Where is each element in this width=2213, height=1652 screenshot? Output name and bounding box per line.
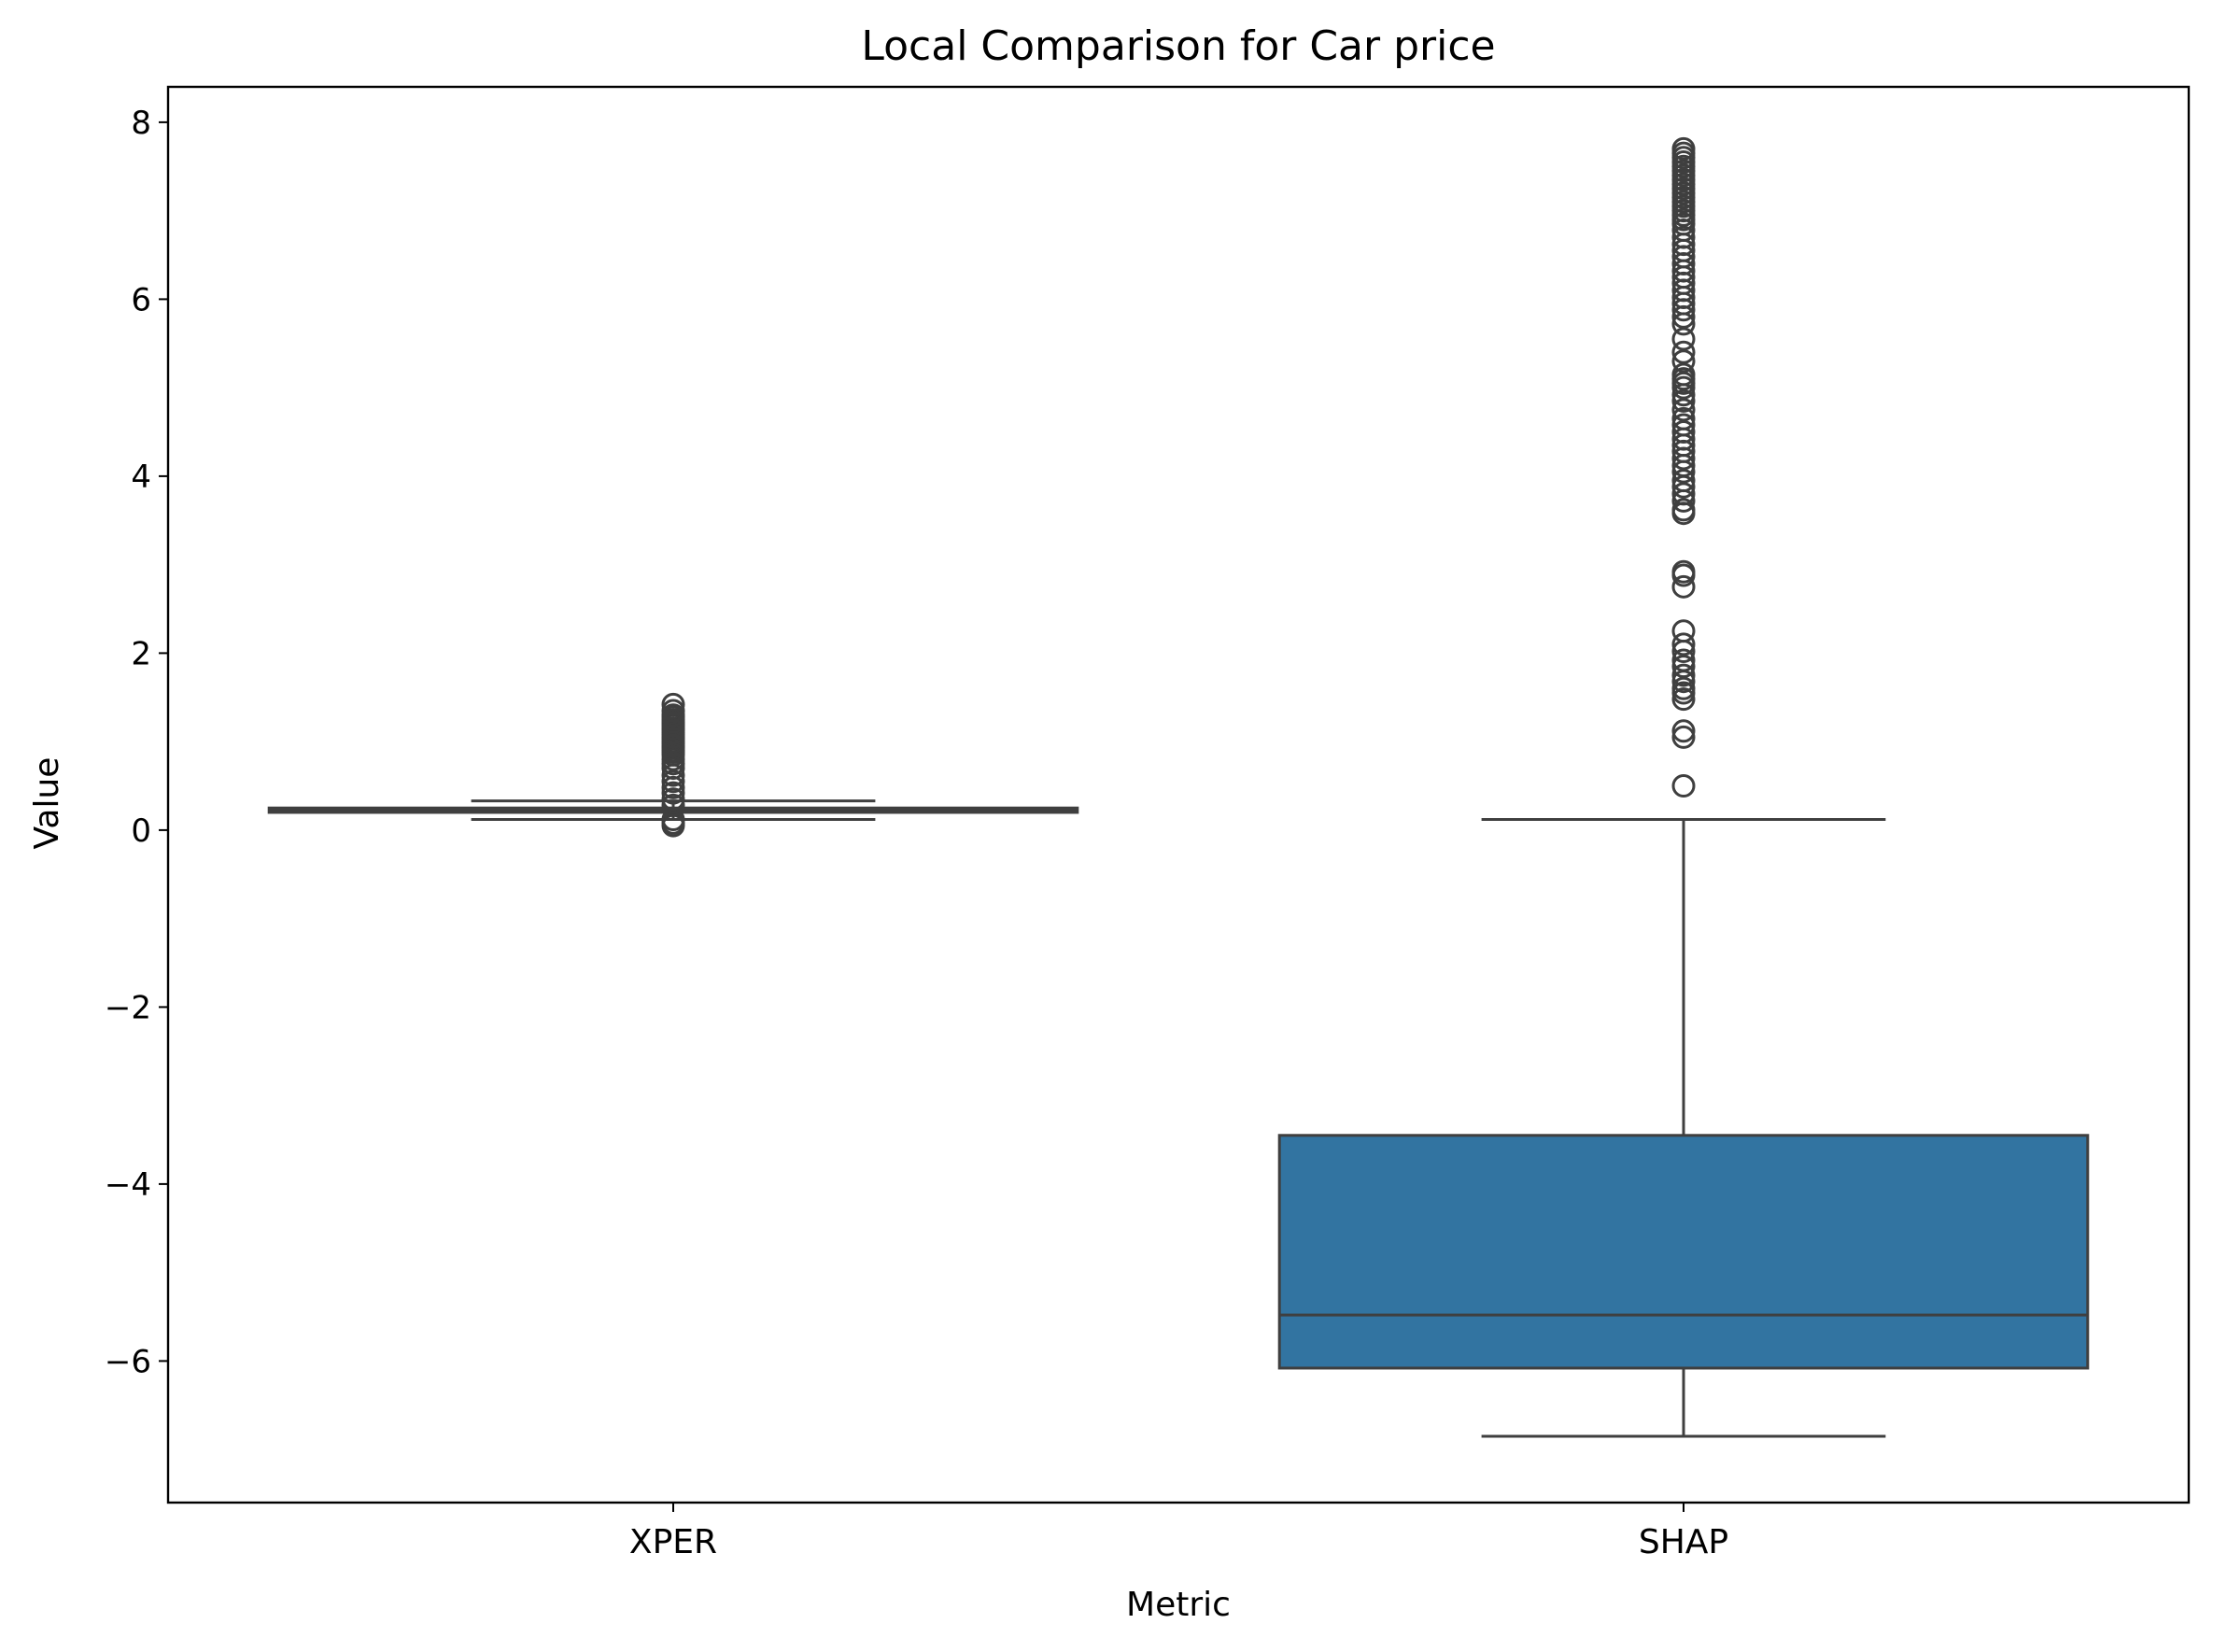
x-tick-label: XPER	[629, 1523, 717, 1561]
y-tick-label: 2	[131, 635, 151, 672]
chart-title: Local Comparison for Car price	[861, 22, 1495, 70]
y-tick-label: 4	[131, 459, 151, 496]
shap-outlier-point	[1671, 398, 1696, 422]
shap-outlier-point	[1671, 774, 1696, 798]
shap-outlier-point	[1671, 498, 1696, 522]
shap-outlier-point	[1671, 225, 1696, 249]
shap-outlier-point	[1671, 136, 1696, 161]
shap-outlier-point	[1671, 482, 1696, 506]
xper-outlier-point	[661, 793, 685, 817]
x-tick-label: SHAP	[1639, 1523, 1728, 1561]
y-tick-label: 0	[131, 812, 151, 850]
xper-outlier-point	[661, 787, 685, 812]
shap-outlier-point	[1671, 719, 1696, 743]
shap-outlier-point	[1671, 619, 1696, 643]
shap-outlier-point	[1671, 413, 1696, 437]
shap-outlier-point	[1671, 340, 1696, 364]
shap-outlier-point	[1671, 559, 1696, 584]
shap-outlier-point	[1671, 725, 1696, 749]
y-tick-label: 8	[131, 105, 151, 142]
shap-outlier-point	[1671, 388, 1696, 413]
shap-outlier-point	[1671, 349, 1696, 374]
shap-outlier-point	[1671, 655, 1696, 679]
y-axis-label: Value	[28, 757, 66, 850]
shap-outlier-point	[1671, 663, 1696, 687]
shap-outlier-point	[1671, 676, 1696, 700]
x-axis-label: Metric	[1126, 1586, 1231, 1624]
shap-box	[1277, 1134, 2090, 1370]
shap-outlier-point	[1671, 406, 1696, 431]
plot-area: 8 6 4 2 0 −2 −4 −6 XPER SHAP	[105, 105, 2090, 1561]
shap-outlier-point	[1671, 648, 1696, 672]
xper-outlier-point	[661, 692, 685, 716]
shap-outlier-point	[1671, 469, 1696, 493]
xper-outlier-point	[661, 770, 685, 794]
shap-outlier-point	[1671, 420, 1696, 445]
shap-outlier-point	[1671, 632, 1696, 657]
y-tick-label: −2	[105, 989, 151, 1026]
y-tick-label: −4	[105, 1166, 151, 1204]
plot-frame	[166, 85, 2191, 1504]
shap-outlier-point	[1671, 574, 1696, 599]
shap-outlier-point	[1671, 362, 1696, 387]
y-tick-label: −6	[105, 1343, 151, 1380]
shap-outlier-point	[1671, 327, 1696, 351]
shap-outlier-point	[1671, 687, 1696, 712]
y-tick-label: 6	[131, 281, 151, 318]
xper-outlier-point	[661, 699, 685, 723]
